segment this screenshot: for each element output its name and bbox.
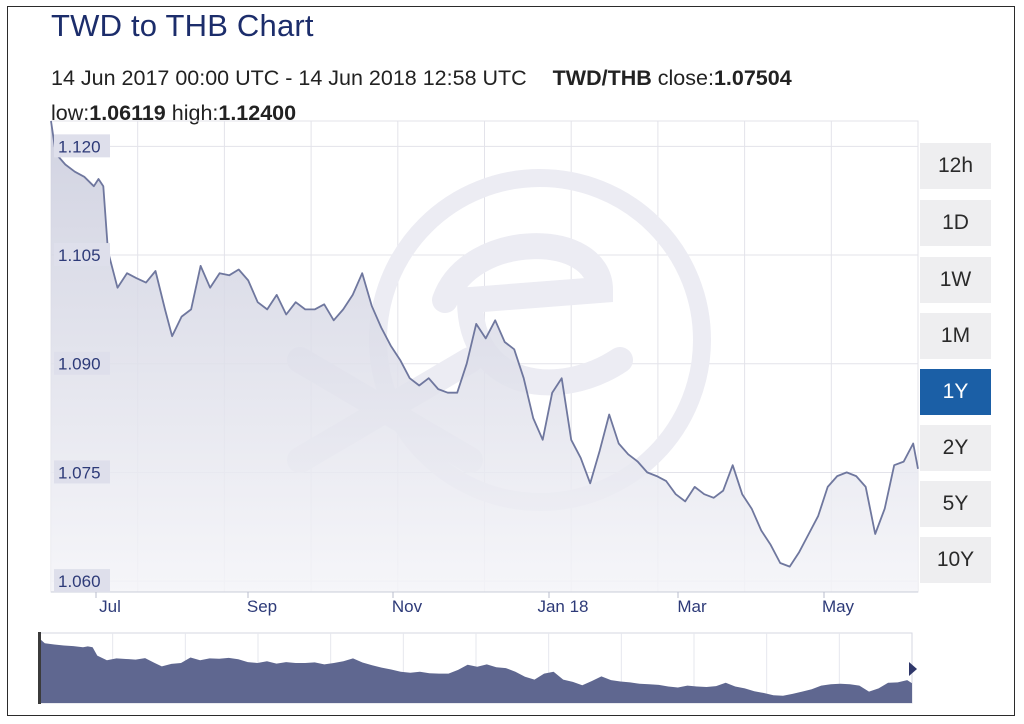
series-area bbox=[51, 121, 918, 592]
navigator-left-handle bbox=[38, 632, 41, 704]
chart-frame bbox=[7, 6, 1015, 716]
y-tick-label: 1.090 bbox=[58, 355, 101, 374]
range-button-1y[interactable]: 1Y bbox=[920, 369, 991, 415]
range-button-5y[interactable]: 5Y bbox=[920, 481, 991, 527]
x-axis-ticks: Jul Sep Nov Jan 18 Mar May bbox=[95, 592, 855, 616]
x-tick-label: May bbox=[822, 597, 855, 616]
range-button-1d[interactable]: 1D bbox=[920, 200, 991, 246]
range-button-10y[interactable]: 10Y bbox=[920, 537, 991, 583]
currency-pair: TWD/THB bbox=[552, 66, 652, 90]
page-title: TWD to THB Chart bbox=[51, 8, 314, 43]
range-button-1m[interactable]: 1M bbox=[920, 313, 991, 359]
navigator-right-handle bbox=[909, 662, 917, 676]
navigator-area bbox=[40, 639, 912, 703]
range-navigator[interactable] bbox=[38, 632, 917, 704]
y-tick-label: 1.105 bbox=[58, 246, 101, 265]
plot-area bbox=[50, 120, 919, 593]
y-tick-bg bbox=[54, 243, 110, 267]
range-button-1w[interactable]: 1W bbox=[920, 257, 991, 303]
y-tick: 1.105 bbox=[54, 243, 110, 267]
close-value: 1.07504 bbox=[713, 66, 792, 90]
x-tick-label: Mar bbox=[677, 597, 707, 616]
y-tick: 1.120 bbox=[54, 134, 110, 158]
y-tick-label: 1.120 bbox=[58, 137, 101, 156]
y-tick-bg bbox=[54, 460, 110, 484]
y-tick-bg bbox=[54, 134, 110, 158]
y-tick: 1.075 bbox=[54, 460, 110, 484]
range-button-12h[interactable]: 12h bbox=[920, 143, 991, 189]
x-tick-label: Sep bbox=[247, 597, 277, 616]
x-tick-label: Jul bbox=[99, 597, 121, 616]
y-tick: 1.060 bbox=[54, 569, 110, 593]
close-label: close: bbox=[657, 66, 714, 90]
date-range: 14 Jun 2017 00:00 UTC - 14 Jun 2018 12:5… bbox=[51, 66, 527, 90]
x-tick-label: Jan 18 bbox=[537, 597, 588, 616]
y-tick-bg bbox=[54, 569, 110, 593]
quote-summary: 14 Jun 2017 00:00 UTC - 14 Jun 2018 12:5… bbox=[51, 66, 792, 91]
y-tick-label: 1.075 bbox=[58, 463, 101, 482]
y-axis-ticks: 1.060 1.075 1.090 1.105 1.120 bbox=[54, 134, 110, 593]
series-line bbox=[50, 120, 919, 568]
y-tick-bg bbox=[54, 351, 110, 375]
y-tick: 1.090 bbox=[54, 351, 110, 375]
range-button-2y[interactable]: 2Y bbox=[920, 425, 991, 471]
x-tick-label: Nov bbox=[392, 597, 423, 616]
y-tick-label: 1.060 bbox=[58, 572, 101, 591]
